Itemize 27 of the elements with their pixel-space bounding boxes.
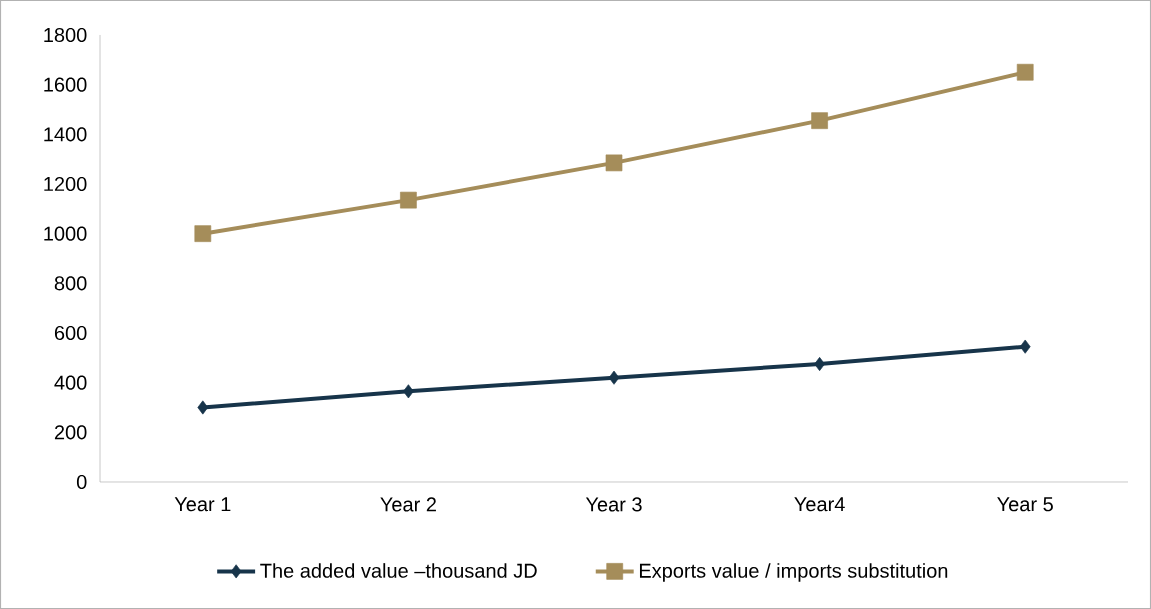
- point: [1016, 63, 1034, 81]
- y-tick-label: 1200: [44, 176, 87, 192]
- y-tick-label: 800: [54, 276, 87, 291]
- point: [1019, 339, 1031, 354]
- y-tick-label: 1400: [44, 127, 87, 142]
- point: [608, 370, 620, 385]
- point: [605, 154, 623, 172]
- y-tick-label: 1600: [44, 77, 87, 92]
- point: [197, 400, 209, 415]
- y-tick-label: 1800: [44, 27, 87, 43]
- y-tick-label: 200: [54, 425, 87, 440]
- legend-label: The added value –thousand JD: [260, 563, 537, 578]
- y-tick-label: 400: [54, 375, 87, 390]
- x-tick-label: Year4: [794, 497, 845, 512]
- y-tick-label: 0: [76, 474, 87, 490]
- x-tick-label: Year 3: [585, 497, 642, 512]
- y-tick-label: 600: [54, 325, 87, 341]
- point: [814, 357, 825, 372]
- point: [403, 384, 414, 399]
- x-tick-label: Year 2: [380, 497, 436, 512]
- x-tick-label: Year 5: [997, 497, 1053, 512]
- y-tick-label: 1000: [44, 226, 87, 241]
- point: [194, 225, 212, 242]
- x-tick-label: Year 1: [174, 497, 231, 512]
- legend-label: Exports value / imports substitution: [639, 563, 948, 582]
- point: [811, 112, 828, 130]
- point: [400, 191, 417, 209]
